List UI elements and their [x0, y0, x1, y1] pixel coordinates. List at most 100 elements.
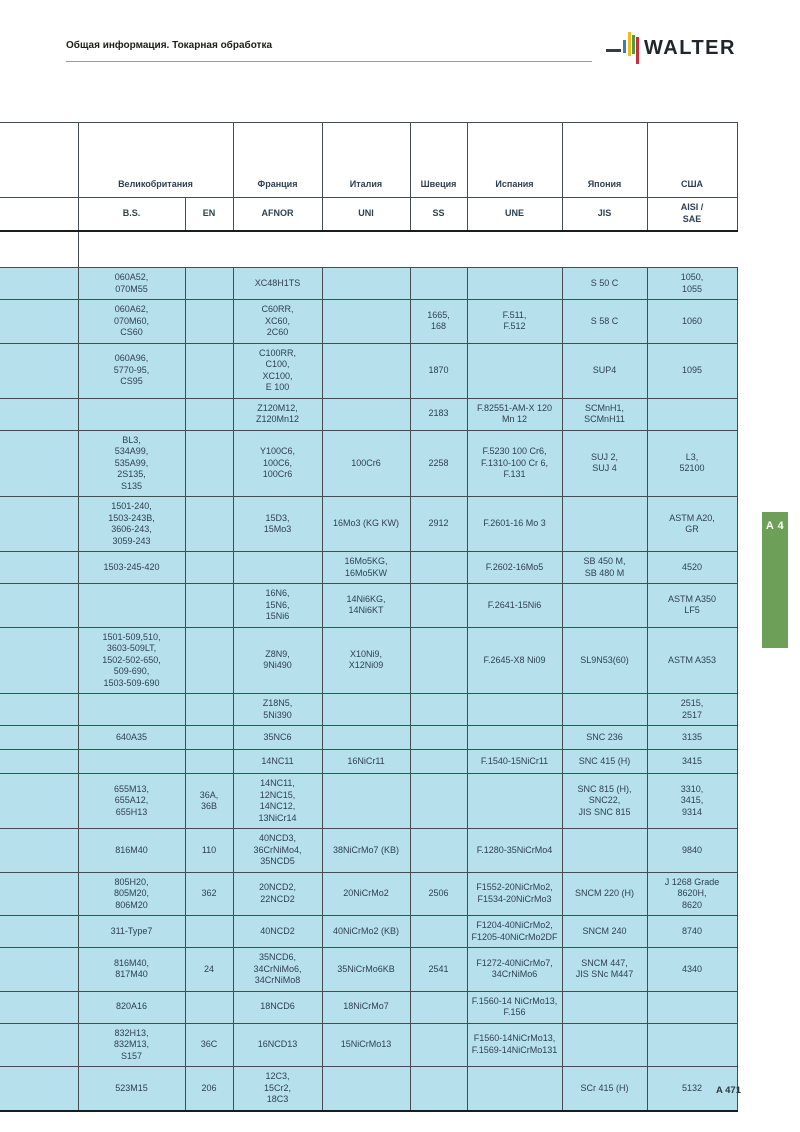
table-cell: 36A, 36B [184, 773, 234, 829]
table-cell: C60RR, XC60, 2C60 [232, 299, 323, 344]
table-cell [409, 990, 468, 1024]
table-cell: F.5230 100 Cr6, F.1310-100 Cr 6, F.131 [466, 429, 563, 497]
table-row: 655M13, 655A12, 655H13 36A, 36B 14NC11, 12… [0, 773, 738, 829]
table-cell [321, 267, 411, 300]
table-cell [77, 583, 186, 628]
table-cell: 24 [184, 947, 234, 992]
table-cell: 1503-245-420 [77, 551, 186, 584]
table-cell [409, 583, 468, 628]
row-gutter-cell [0, 947, 79, 992]
table-cell [466, 725, 563, 750]
country-uk: Великобритания [77, 122, 234, 198]
table-cell: ASTM A353 [646, 626, 738, 694]
table-cell [646, 1022, 738, 1067]
table-cell [184, 626, 234, 694]
spacer-row [0, 230, 737, 268]
table-cell: 206 [184, 1066, 234, 1112]
country-spain: Испания [466, 122, 563, 198]
table-cell: 2506 [409, 871, 468, 916]
table-cell [466, 342, 563, 399]
table-cell [321, 299, 411, 344]
table-row: 1501-240, 1503-243B, 3606-243, 3059-243 1… [0, 496, 738, 552]
table-cell: 9840 [646, 828, 738, 873]
header-gutter-cell [0, 197, 79, 232]
country-sweden: Швеция [409, 122, 468, 198]
table-cell: 060A96, 5770-95, CS95 [77, 342, 186, 399]
table-cell [321, 342, 411, 399]
table-cell: 18NiCrMo7 [321, 990, 411, 1024]
table-cell: 1501-240, 1503-243B, 3606-243, 3059-243 [77, 496, 186, 552]
country-japan: Япония [561, 122, 648, 198]
table-cell: 523M15 [77, 1066, 186, 1112]
row-gutter-cell [0, 626, 79, 694]
table-cell: SNC 815 (H), SNC22, JIS SNC 815 [561, 773, 648, 829]
table-cell: 40NCD3, 36CrNiMo4, 35NCD5 [232, 828, 323, 873]
table-cell: 2912 [409, 496, 468, 552]
breadcrumb: Общая информация. Токарная обработка [66, 40, 273, 51]
table-cell: 20NCD2, 22NCD2 [232, 871, 323, 916]
table-cell [409, 626, 468, 694]
table-cell: 832H13, 832M13, S157 [77, 1022, 186, 1067]
table-cell [184, 693, 234, 726]
table-cell: 2183 [409, 397, 468, 431]
table-cell: 20NiCrMo2 [321, 871, 411, 916]
table-cell: Y100C6, 100C6, 100Cr6 [232, 429, 323, 497]
std-uni: UNI [321, 197, 411, 232]
table-cell [409, 915, 468, 948]
table-cell: L3, 52100 [646, 429, 738, 497]
table-cell: 816M40, 817M40 [77, 947, 186, 992]
table-cell [184, 397, 234, 431]
country-france: Франция [232, 122, 323, 198]
table-cell [466, 267, 563, 300]
logo-bar-icon [632, 35, 635, 54]
table-cell [321, 693, 411, 726]
steel-standards-table: Великобритания Франция Италия Швеция Исп… [0, 122, 738, 1112]
table-cell: C100RR, C100, XC100, E 100 [232, 342, 323, 399]
row-gutter-cell [0, 871, 79, 916]
logo-wordmark: WALTER [644, 36, 736, 59]
table-row: Z120M12, Z120Mn12 2183 F.82551-AM-X 120 Mn… [0, 397, 738, 431]
table-cell [409, 1022, 468, 1067]
table-row: 1503-245-420 16Mo5KG, 16Mo5KW F.2602-16Mo5… [0, 551, 738, 584]
table-row: 816M40 110 40NCD3, 36CrNiMo4, 35NCD5 38NiCr… [0, 828, 738, 873]
table-cell [409, 1066, 468, 1112]
table-cell [466, 693, 563, 726]
table-cell: SUJ 2, SUJ 4 [561, 429, 648, 497]
table-cell: Z120M12, Z120Mn12 [232, 397, 323, 431]
row-gutter-cell [0, 1022, 79, 1067]
row-gutter-cell [0, 496, 79, 552]
std-une: UNE [466, 197, 563, 232]
table-cell: F.2602-16Mo5 [466, 551, 563, 584]
table-cell: 16Mo5KG, 16Mo5KW [321, 551, 411, 584]
row-gutter-cell [0, 583, 79, 628]
table-row: 805H20, 805M20, 806M20 362 20NCD2, 22NCD2 2… [0, 871, 738, 916]
table-cell: SCr 415 (H) [561, 1066, 648, 1112]
table-cell: 3415 [646, 749, 738, 774]
table-cell: F1272-40NiCrMo7, 34CrNiMo6 [466, 947, 563, 992]
table-cell [184, 429, 234, 497]
row-gutter-cell [0, 1066, 79, 1112]
table-row: 311-Type7 40NCD2 40NiCrMo2 (KB) F1204-40NiC… [0, 915, 738, 948]
table-cell: 5132 [646, 1066, 738, 1112]
row-gutter-cell [0, 725, 79, 750]
logo-bar-icon [628, 32, 631, 56]
table-cell: F1552-20NiCrMo2, F1534-20NiCrMo3 [466, 871, 563, 916]
table-cell: SNC 415 (H) [561, 749, 648, 774]
row-gutter-cell [0, 693, 79, 726]
country-usa: США [646, 122, 738, 198]
table-cell: 110 [184, 828, 234, 873]
table-row: 16N6, 15N6, 15Ni6 14Ni6KG, 14Ni6KT F.2641-… [0, 583, 738, 628]
table-row: 832H13, 832M13, S157 36C 16NCD13 15NiCrMo13… [0, 1022, 738, 1067]
table-cell [466, 773, 563, 829]
table-cell: 12C3, 15Cr2, 18C3 [232, 1066, 323, 1112]
logo-dash-icon [606, 48, 621, 52]
header-gutter-cell [0, 122, 79, 198]
table-cell: 40NiCrMo2 (KB) [321, 915, 411, 948]
table-cell: ASTM A350 LF5 [646, 583, 738, 628]
table-cell [561, 828, 648, 873]
table-cell: 2515, 2517 [646, 693, 738, 726]
table-row: 060A62, 070M60, CS60 C60RR, XC60, 2C60 166… [0, 299, 738, 344]
row-gutter-cell [0, 397, 79, 431]
country-header-row: Великобритания Франция Италия Швеция Исп… [0, 122, 738, 198]
